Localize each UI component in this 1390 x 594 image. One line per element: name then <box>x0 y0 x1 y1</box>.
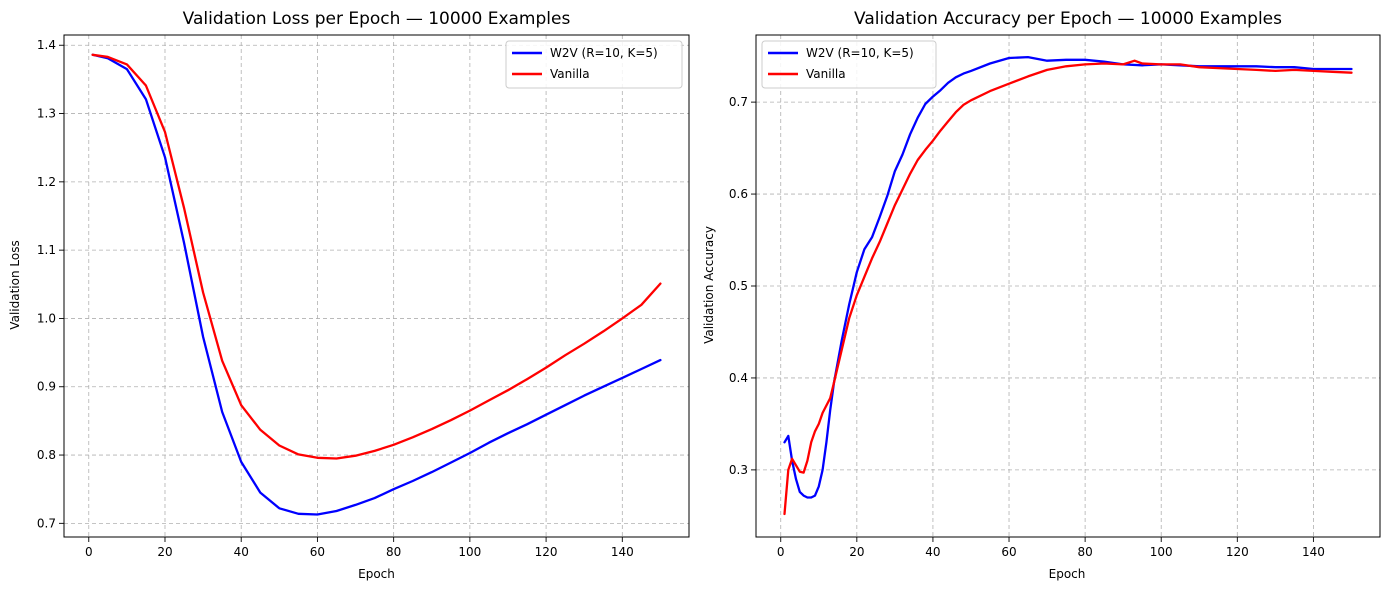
accuracy-chart: Validation Accuracy per Epoch — 10000 Ex… <box>702 9 1381 581</box>
accuracy-ytick-label: 0.6 <box>729 187 748 201</box>
loss-chart-plot-frame <box>63 34 690 538</box>
loss-xtick-label: 40 <box>234 545 249 559</box>
loss-legend-label-w2v: W2V (R=10, K=5) <box>550 46 658 60</box>
loss-ytick-label: 1.2 <box>37 175 56 189</box>
accuracy-xtick-label: 100 <box>1150 545 1173 559</box>
accuracy-xtick-label: 0 <box>777 545 785 559</box>
loss-ytick-label: 1.4 <box>37 38 56 52</box>
accuracy-chart-grid <box>756 35 1380 537</box>
loss-ytick-label: 1.0 <box>37 311 56 325</box>
accuracy-xtick-label: 20 <box>849 545 864 559</box>
accuracy-legend-label-vanilla: Vanilla <box>806 67 846 81</box>
loss-xtick-label: 100 <box>458 545 481 559</box>
loss-chart-xlabel: Epoch <box>358 567 395 581</box>
accuracy-ytick-label: 0.7 <box>729 95 748 109</box>
loss-series-line-w2v <box>91 53 662 516</box>
loss-xtick-label: 80 <box>386 545 401 559</box>
loss-legend-frame <box>505 40 683 89</box>
loss-xtick-label: 0 <box>85 545 93 559</box>
loss-chart-legend: W2V (R=10, K=5) Vanilla <box>505 40 683 89</box>
loss-legend-label-vanilla: Vanilla <box>550 67 590 81</box>
loss-chart-ylabel: Validation Loss <box>8 240 22 329</box>
loss-ytick-label: 1.1 <box>37 243 56 257</box>
accuracy-legend-label-w2v: W2V (R=10, K=5) <box>806 46 914 60</box>
accuracy-chart-ticks: 0 20 40 60 80 100 120 140 0.3 0.4 0.5 0.6 0.7 <box>729 95 1325 559</box>
loss-xtick-label: 60 <box>310 545 325 559</box>
loss-xtick-label: 120 <box>535 545 558 559</box>
accuracy-xtick-label: 140 <box>1302 545 1325 559</box>
accuracy-xtick-label: 40 <box>925 545 940 559</box>
accuracy-xtick-label: 80 <box>1077 545 1092 559</box>
accuracy-chart-series <box>783 55 1353 516</box>
accuracy-series-line-w2v <box>783 55 1353 499</box>
accuracy-series-line-vanilla <box>783 59 1353 516</box>
accuracy-ytick-label: 0.5 <box>729 279 748 293</box>
loss-xtick-label: 140 <box>611 545 634 559</box>
accuracy-xtick-label: 120 <box>1226 545 1249 559</box>
loss-chart: Validation Loss per Epoch — 10000 Exampl… <box>8 9 690 581</box>
loss-chart-grid <box>64 35 689 537</box>
loss-ytick-label: 0.9 <box>37 380 56 394</box>
accuracy-ytick-label: 0.3 <box>729 463 748 477</box>
accuracy-chart-legend: W2V (R=10, K=5) Vanilla <box>761 40 937 89</box>
loss-ytick-label: 0.7 <box>37 516 56 530</box>
loss-ytick-label: 0.8 <box>37 448 56 462</box>
accuracy-chart-title: Validation Accuracy per Epoch — 10000 Ex… <box>854 9 1282 29</box>
accuracy-ytick-label: 0.4 <box>729 371 748 385</box>
accuracy-legend-frame <box>761 40 937 89</box>
accuracy-chart-ylabel: Validation Accuracy <box>702 226 716 344</box>
accuracy-chart-xlabel: Epoch <box>1049 567 1086 581</box>
loss-chart-ticks: 0 20 40 60 80 100 120 140 0.7 0.8 0.9 1.0 1.1 1.2 1.3 1… <box>37 38 634 559</box>
loss-series-line-vanilla <box>91 53 662 460</box>
loss-chart-title: Validation Loss per Epoch — 10000 Exampl… <box>183 9 571 29</box>
loss-ytick-label: 1.3 <box>37 107 56 121</box>
accuracy-xtick-label: 60 <box>1001 545 1016 559</box>
loss-xtick-label: 20 <box>157 545 172 559</box>
loss-chart-series <box>91 53 662 516</box>
